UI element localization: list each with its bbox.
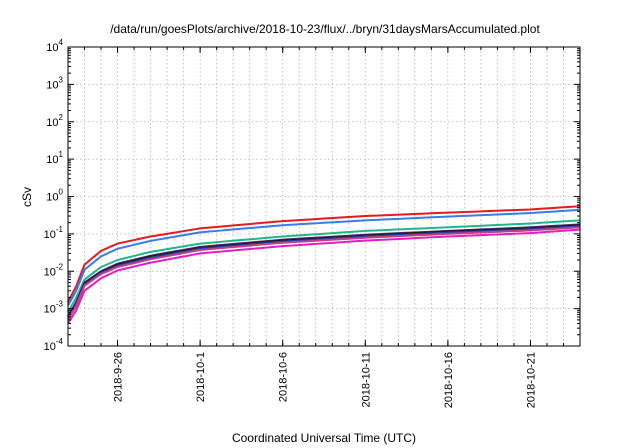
chart-title: /data/run/goesPlots/archive/2018-10-23/f… [110,22,540,36]
series-line-2 [67,208,581,307]
y-tick-label-base: 10 [46,42,58,54]
series-line-8 [67,228,581,325]
y-tick-label-exponent: -1 [56,225,64,234]
y-tick-label-base: 10 [46,154,58,166]
y-tick-label-exponent: 4 [59,38,64,47]
x-tick-label: 2018-10-21 [525,352,537,408]
y-tick-label: 103 [46,75,63,91]
y-tick-label-exponent: -3 [56,300,64,309]
x-tick-labels: 2018-9-26 2018-10-1 2018-10-6 2018-10-11 201… [113,352,538,408]
y-tick-label: 10-3 [44,300,64,316]
x-tick-label: 2018-10-16 [443,352,455,408]
y-tick-label-exponent: 3 [59,75,64,84]
y-tick-label-base: 10 [46,79,58,91]
ticks [68,46,580,347]
y-axis-label: cSv [20,187,34,207]
series-line-3 [67,219,581,313]
grid [68,47,580,346]
x-tick-label: 2018-9-26 [113,352,125,402]
y-tick-label-base: 10 [46,117,58,129]
y-tick-label-base: 10 [44,341,56,353]
y-tick-label: 101 [46,150,63,166]
x-tick-label: 2018-10-1 [195,352,207,402]
y-tick-label-exponent: 0 [59,188,64,197]
series-line-1 [67,205,581,303]
series-group [67,205,581,325]
y-tick-label: 100 [46,188,63,204]
y-tick-label: 10-1 [44,225,64,241]
x-tick-label: 2018-10-6 [278,352,290,402]
y-tick-label: 10-4 [44,337,64,353]
y-tick-label-base: 10 [46,192,58,204]
y-tick-label-base: 10 [44,266,56,278]
y-tick-label: 104 [46,38,63,54]
y-tick-label-base: 10 [44,304,56,316]
y-tick-label-base: 10 [44,229,56,241]
y-tick-label-exponent: 1 [59,150,64,159]
y-tick-label-exponent: 2 [59,113,64,122]
x-axis-label: Coordinated Universal Time (UTC) [232,431,416,445]
y-tick-label: 10-2 [44,262,64,278]
y-tick-label: 102 [46,113,63,129]
x-tick-label: 2018-10-11 [360,352,372,407]
y-tick-label-exponent: -2 [56,262,64,271]
y-tick-label-exponent: -4 [56,337,64,346]
series-line-7 [67,226,581,321]
